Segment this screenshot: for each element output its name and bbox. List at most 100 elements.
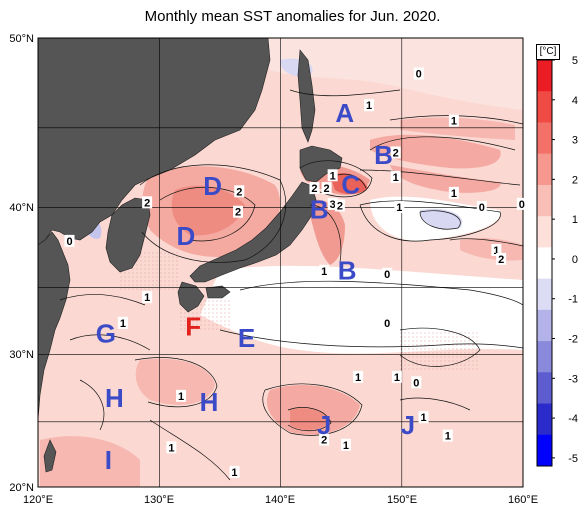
contour-value-label: 0 — [476, 201, 487, 214]
colorbar-segment — [537, 247, 552, 280]
svg-text:1: 1 — [366, 100, 372, 112]
contour-value-label: 2 — [319, 433, 330, 447]
contour-value-label: 1 — [166, 441, 177, 454]
contour-value-label: 0 — [382, 316, 393, 330]
colorbar-segment — [537, 153, 552, 186]
contour-value-label: 1 — [448, 186, 459, 200]
svg-text:0: 0 — [384, 269, 390, 281]
svg-text:2: 2 — [311, 183, 317, 195]
colorbar-tick-label: 2 — [572, 174, 578, 186]
region-label: I — [105, 445, 112, 475]
contour-value-label: 2 — [390, 146, 401, 159]
contour-value-label: 1 — [117, 316, 128, 330]
svg-text:1: 1 — [445, 431, 451, 443]
lon-label: 120°E — [23, 494, 53, 506]
map-title: Monthly mean SST anomalies for Jun. 2020… — [144, 8, 441, 25]
region-label: C — [341, 169, 360, 199]
svg-text:2: 2 — [235, 207, 241, 219]
svg-text:0: 0 — [384, 318, 390, 330]
colorbar-segment — [537, 184, 552, 217]
lat-label: 30°N — [9, 349, 34, 361]
colorbar-tick-label: 1 — [572, 214, 578, 226]
svg-text:1: 1 — [343, 440, 349, 452]
svg-text:0: 0 — [416, 69, 422, 81]
contour-value-label: 0 — [411, 376, 422, 389]
svg-text:2: 2 — [144, 197, 150, 209]
contour-value-label: 1 — [491, 243, 502, 257]
colorbar-unit: [°C] — [536, 44, 560, 60]
contour-value-label: 1 — [319, 264, 330, 278]
colorbar-tick-label: -4 — [568, 413, 578, 425]
region-label: F — [185, 312, 201, 342]
contour-value-label: 2 — [309, 182, 320, 195]
colorbar-segment — [537, 434, 552, 467]
svg-text:2: 2 — [337, 200, 343, 212]
contour-value-label: 2 — [142, 196, 153, 209]
region-label: D — [177, 221, 196, 251]
contour-value-label: 1 — [394, 201, 405, 214]
colorbar-tick-label: -3 — [568, 373, 578, 385]
svg-text:1: 1 — [394, 372, 400, 384]
colorbar-tick-label: 3 — [572, 135, 578, 147]
region-label: E — [238, 323, 255, 353]
svg-text:1: 1 — [493, 245, 499, 257]
svg-text:1: 1 — [321, 266, 327, 278]
region-label: J — [317, 410, 331, 440]
lat-label: 20°N — [9, 482, 34, 494]
svg-text:1: 1 — [451, 188, 457, 200]
contour-value-label: 1 — [448, 114, 459, 128]
svg-text:1: 1 — [178, 391, 184, 403]
svg-text:2: 2 — [236, 186, 242, 198]
lon-label: 140°E — [265, 494, 295, 506]
svg-text:1: 1 — [421, 412, 427, 424]
svg-text:1: 1 — [451, 116, 457, 128]
region-label: B — [338, 255, 357, 285]
contour-value-label: 1 — [364, 99, 375, 112]
svg-text:0: 0 — [413, 377, 419, 389]
contour-value-label: 1 — [327, 169, 338, 182]
colorbar-segment — [537, 91, 552, 123]
colorbar-tick-label: 0 — [572, 254, 578, 266]
svg-text:1: 1 — [355, 372, 361, 384]
colorbar-segment — [537, 372, 552, 405]
contour-value-label: 2 — [234, 185, 245, 198]
colorbar-tick-label: -5 — [568, 453, 578, 465]
svg-text:1: 1 — [144, 292, 150, 304]
svg-text:0: 0 — [519, 199, 525, 211]
svg-text:1: 1 — [330, 170, 336, 182]
colorbar-tick-label: -1 — [568, 294, 578, 306]
lon-label: 130°E — [144, 494, 174, 506]
colorbar-segment — [537, 309, 552, 342]
colorbar-segment — [537, 278, 552, 311]
region-label: A — [335, 98, 354, 128]
graticule — [38, 38, 523, 487]
svg-text:1: 1 — [393, 172, 399, 184]
contour-value-label: 1 — [390, 170, 401, 184]
lat-label: 50°N — [9, 33, 34, 45]
map-frame — [37, 37, 524, 488]
longitude-axis: 120°E 130°E 140°E 150°E 160°E — [23, 494, 538, 506]
colorbar: 5 4 3 2 1 0 -1 -2 -3 -4 -5 — [536, 55, 578, 467]
contour-value-label: 1 — [442, 429, 453, 443]
svg-text:0: 0 — [66, 236, 72, 248]
svg-text:2: 2 — [498, 254, 504, 266]
svg-text:2: 2 — [393, 147, 399, 159]
contour-value-label: 2 — [334, 199, 345, 212]
contour-value-label: 1 — [391, 370, 402, 384]
svg-text:1: 1 — [231, 467, 237, 479]
contour-value-label: 2 — [496, 252, 507, 266]
contour-value-label: 1 — [142, 291, 153, 304]
contour-value-label: 1 — [176, 389, 187, 403]
svg-text:1: 1 — [396, 202, 402, 214]
colorbar-frame — [536, 59, 553, 467]
svg-text:1: 1 — [120, 318, 126, 330]
colorbar-segment — [537, 122, 552, 155]
colorbar-tick-label: 5 — [572, 55, 578, 67]
contour-value-label: 3 — [327, 197, 338, 211]
colorbar-tick-label: -2 — [568, 334, 578, 346]
contour-value-label: 0 — [64, 234, 75, 248]
lon-label: 160°E — [508, 494, 538, 506]
region-label: H — [200, 387, 219, 417]
